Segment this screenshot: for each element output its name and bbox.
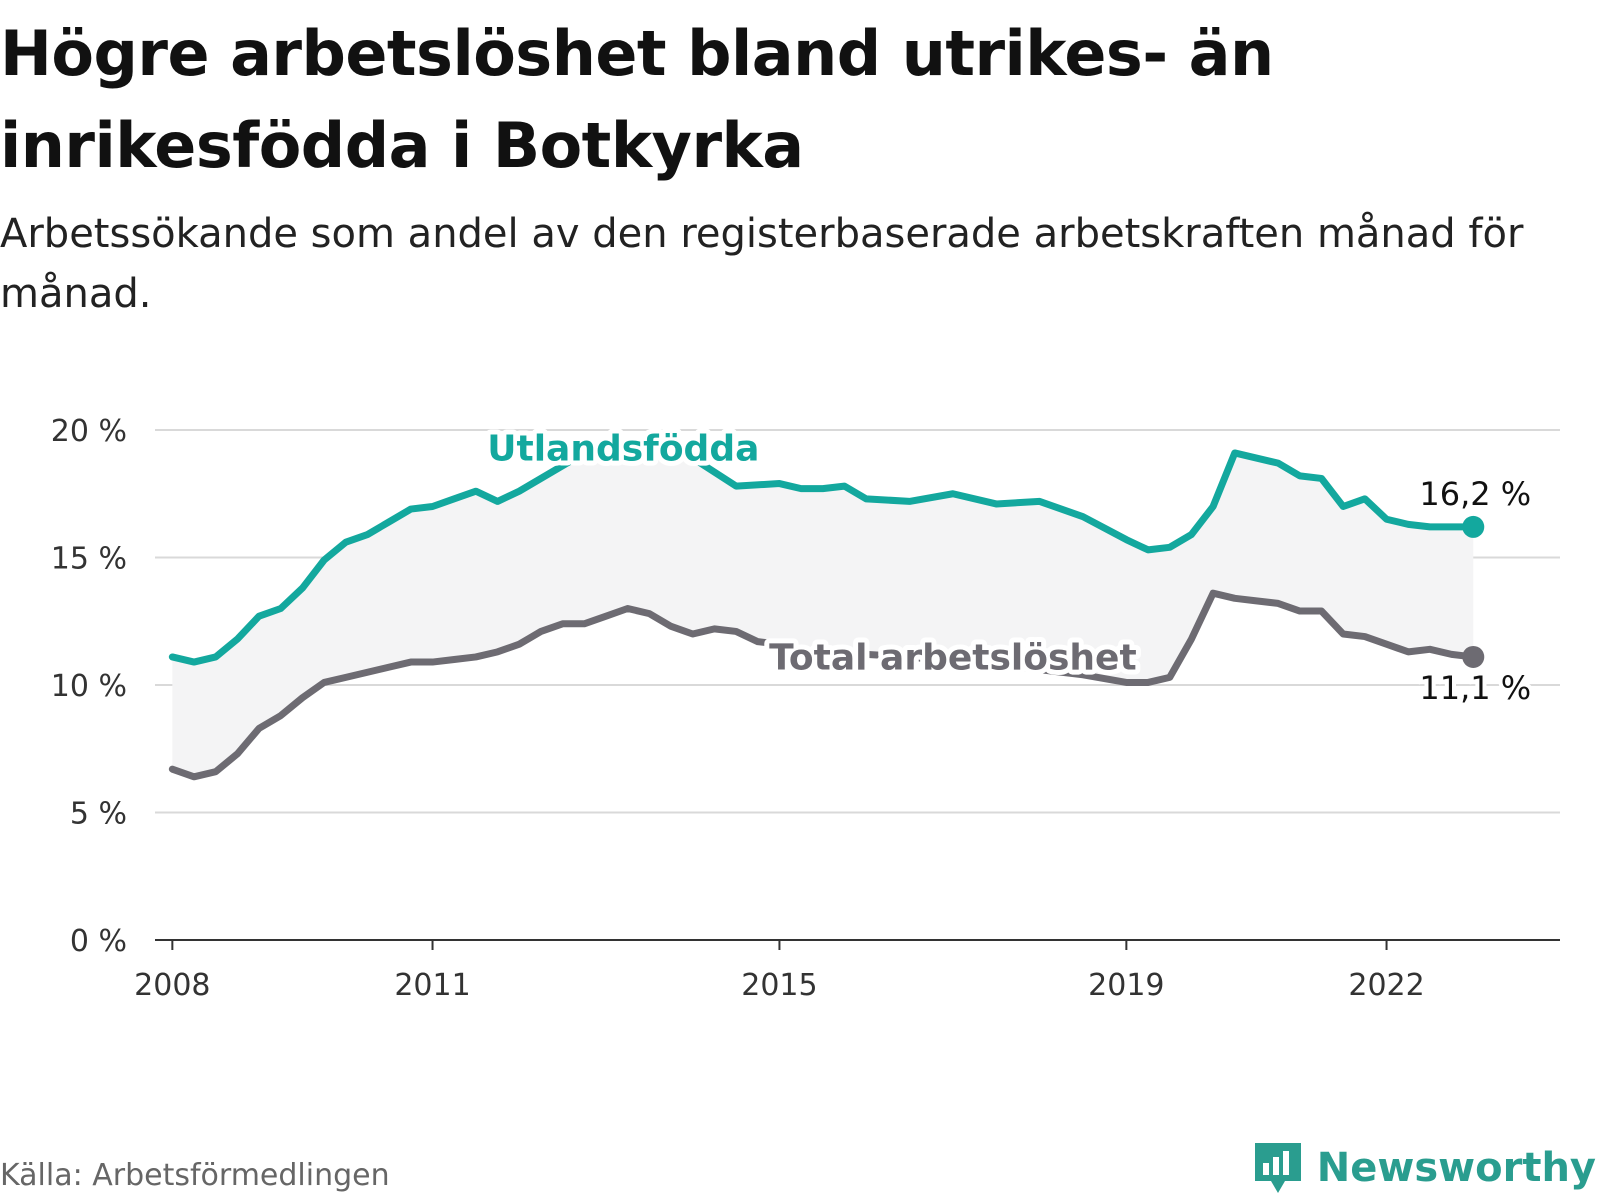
newsworthy-logo-icon: [1254, 1143, 1301, 1193]
line-chart: 0 %5 %10 %15 %20 % 2008 2011 2015 2019 2022 …: [51, 414, 1560, 1003]
y-axis: 0 % 5 % 10 % 15 % 20 %: [51, 414, 127, 959]
brand-name: Newsworthy: [1316, 1145, 1596, 1191]
x-tick-label: 2011: [394, 968, 470, 1003]
y-tick-label: 20 %: [51, 414, 127, 449]
x-tick-label: 2022: [1348, 968, 1424, 1003]
chart-title: Högre arbetslöshet bland utrikes- än inr…: [0, 17, 1274, 182]
y-tick-label: 5 %: [70, 797, 127, 832]
chart-subtitle: Arbetssökande som andel av den registerb…: [0, 211, 1524, 317]
series-line-total: [168, 589, 1477, 781]
series-line-utlandsfodda: [168, 436, 1477, 666]
series-label-total: Total arbetslöshet: [769, 638, 1137, 679]
series-labels: Utlandsfödda Total arbetslöshet 16,2 % 1…: [482, 424, 1535, 711]
series-label-utlandsfodda: Utlandsfödda: [487, 429, 759, 470]
brand-logo[interactable]: Newsworthy: [1251, 1140, 1596, 1196]
y-tick-label: 10 %: [51, 669, 127, 704]
y-tick-label: 0 %: [70, 924, 127, 959]
series-lines: [168, 436, 1485, 781]
end-label-total: 11,1 %: [1419, 669, 1531, 707]
x-tick-label: 2019: [1088, 968, 1164, 1003]
end-point-total: [1462, 645, 1485, 668]
end-label-utlandsfodda: 16,2 %: [1419, 475, 1531, 513]
gap-band: [172, 440, 1474, 777]
end-point-utlandsfodda: [1462, 515, 1485, 538]
x-tick-label: 2015: [741, 968, 817, 1003]
source-note: Källa: Arbetsförmedlingen: [0, 1158, 390, 1193]
x-axis: 2008 2011 2015 2019 2022: [134, 940, 1425, 1003]
x-tick-label: 2008: [134, 968, 210, 1003]
y-tick-label: 15 %: [51, 542, 127, 577]
